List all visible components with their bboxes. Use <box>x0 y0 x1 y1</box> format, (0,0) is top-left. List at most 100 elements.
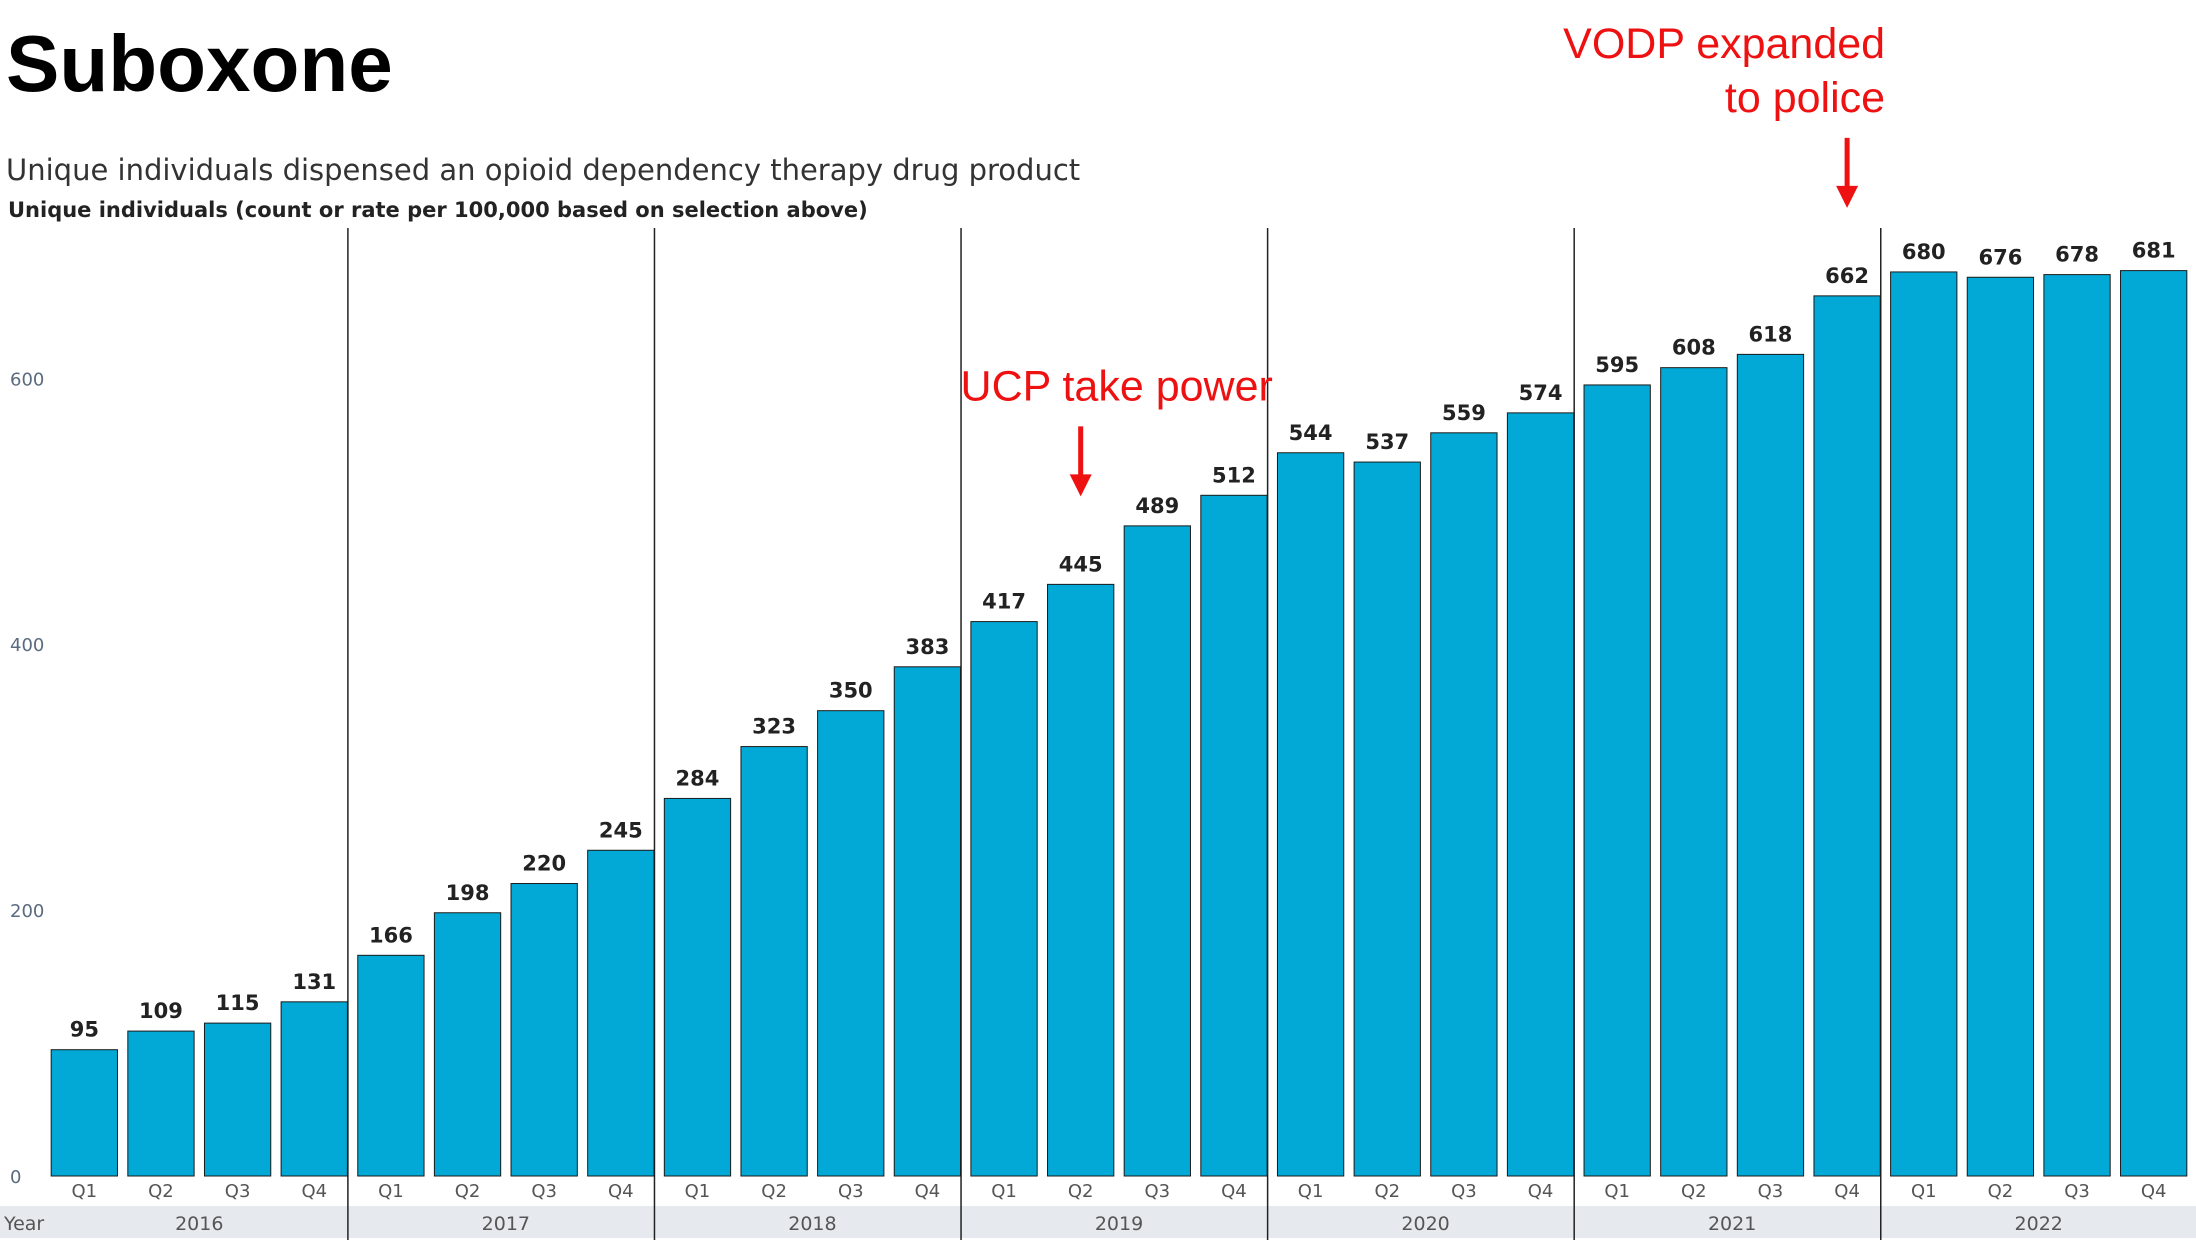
x-tick-label-quarter: Q1 <box>685 1181 711 1202</box>
bar-value-label: 445 <box>1059 552 1103 576</box>
annotation-text: to police <box>1725 74 1885 122</box>
bar-value-label: 489 <box>1135 494 1179 518</box>
bar <box>1736 353 1805 1177</box>
bar-value-label: 662 <box>1825 264 1869 288</box>
bar-value-label: 544 <box>1289 421 1333 445</box>
x-tick-label-quarter: Q3 <box>531 1181 557 1202</box>
bar <box>357 954 425 1177</box>
x-tick-label-quarter: Q2 <box>1068 1181 1094 1202</box>
bar-value-label: 220 <box>522 852 566 876</box>
y-tick-label: 200 <box>10 901 44 922</box>
x-tick-label-quarter: Q1 <box>1298 1181 1324 1202</box>
bar <box>1276 452 1345 1177</box>
x-tick-label-year: 2016 <box>175 1213 223 1235</box>
bar-value-label: 681 <box>2132 239 2176 263</box>
bar <box>2043 274 2111 1177</box>
bar <box>433 912 502 1177</box>
bar-value-label: 417 <box>982 590 1026 614</box>
x-tick-label-quarter: Q2 <box>1681 1181 1707 1202</box>
bar <box>127 1030 195 1177</box>
bar-value-label: 608 <box>1672 336 1716 360</box>
x-axis-year-band <box>0 1206 2196 1238</box>
bar-value-label: 350 <box>829 679 873 703</box>
x-tick-label-quarter: Q1 <box>1604 1181 1630 1202</box>
bar-value-label: 198 <box>446 881 490 905</box>
y-tick-label: 400 <box>10 635 44 656</box>
x-tick-label-quarter: Q2 <box>1988 1181 2014 1202</box>
bar <box>1583 384 1651 1177</box>
y-tick-label: 0 <box>10 1167 21 1188</box>
x-tick-label-quarter: Q4 <box>1221 1181 1247 1202</box>
x-tick-label-quarter: Q3 <box>1451 1181 1477 1202</box>
x-tick-label-year: 2021 <box>1708 1213 1756 1235</box>
bar <box>970 621 1038 1177</box>
y-tick-label: 600 <box>10 369 44 390</box>
x-tick-label-quarter: Q3 <box>1145 1181 1171 1202</box>
bar-value-label: 95 <box>70 1018 99 1042</box>
chart-title: Suboxone <box>6 19 393 108</box>
annotation-text: VODP expanded <box>1563 20 1885 68</box>
bar-value-label: 166 <box>369 923 413 947</box>
bar-value-label: 512 <box>1212 463 1256 487</box>
bar-value-label: 618 <box>1749 322 1793 346</box>
bar-value-label: 574 <box>1519 381 1563 405</box>
bar <box>1660 367 1728 1177</box>
x-tick-label-quarter: Q4 <box>608 1181 634 1202</box>
bar <box>1123 525 1191 1177</box>
bar <box>1200 494 1268 1177</box>
bar-value-label: 680 <box>1902 240 1946 264</box>
y-axis-caption: Unique individuals (count or rate per 10… <box>8 198 868 222</box>
bar <box>817 710 885 1177</box>
bar <box>663 797 732 1177</box>
bar-value-label: 115 <box>216 991 260 1015</box>
x-tick-label-quarter: Q1 <box>378 1181 404 1202</box>
x-tick-label-quarter: Q2 <box>455 1181 481 1202</box>
bar <box>510 883 578 1177</box>
bar <box>893 666 962 1177</box>
x-tick-label-quarter: Q1 <box>1911 1181 1937 1202</box>
bar-value-label: 323 <box>752 715 796 739</box>
bar-value-label: 678 <box>2055 243 2099 267</box>
x-tick-label-year: 2017 <box>482 1213 530 1235</box>
x-tick-label-quarter: Q3 <box>838 1181 864 1202</box>
bar-value-label: 383 <box>905 635 949 659</box>
x-tick-label-quarter: Q4 <box>301 1181 327 1202</box>
bar <box>280 1001 348 1177</box>
bar <box>587 849 655 1177</box>
annotation-arrow-head <box>1836 185 1859 208</box>
bar-value-label: 595 <box>1595 353 1639 377</box>
bar <box>203 1022 272 1177</box>
bar-value-label: 559 <box>1442 401 1486 425</box>
bar <box>1506 412 1575 1177</box>
bar <box>740 746 808 1177</box>
bar <box>1353 461 1421 1177</box>
x-axis-title: Year <box>3 1213 44 1235</box>
bar <box>1430 432 1498 1177</box>
x-tick-label-quarter: Q4 <box>2141 1181 2167 1202</box>
bar <box>1966 276 2035 1177</box>
annotation-text: UCP take power <box>961 362 1273 410</box>
bar-value-label: 131 <box>292 970 336 994</box>
bar <box>1813 295 1881 1177</box>
x-tick-label-quarter: Q3 <box>1758 1181 1784 1202</box>
bar <box>1890 271 1958 1177</box>
x-tick-label-year: 2019 <box>1095 1213 1143 1235</box>
x-tick-label-quarter: Q1 <box>72 1181 98 1202</box>
bar-value-label: 109 <box>139 999 183 1023</box>
x-tick-label-quarter: Q4 <box>915 1181 941 1202</box>
x-tick-label-quarter: Q2 <box>1374 1181 1400 1202</box>
x-tick-label-quarter: Q1 <box>991 1181 1017 1202</box>
x-tick-label-quarter: Q2 <box>148 1181 174 1202</box>
x-tick-label-quarter: Q3 <box>225 1181 251 1202</box>
x-tick-label-quarter: Q4 <box>1834 1181 1860 1202</box>
x-tick-label-year: 2018 <box>788 1213 836 1235</box>
bar-value-label: 537 <box>1365 430 1409 454</box>
annotation-arrow-head <box>1069 474 1092 497</box>
x-tick-label-year: 2020 <box>1401 1213 1449 1235</box>
x-tick-label-quarter: Q3 <box>2064 1181 2090 1202</box>
x-tick-label-quarter: Q4 <box>1528 1181 1554 1202</box>
bar <box>50 1049 118 1177</box>
bar <box>1047 583 1115 1177</box>
x-tick-label-year: 2022 <box>2015 1213 2063 1235</box>
